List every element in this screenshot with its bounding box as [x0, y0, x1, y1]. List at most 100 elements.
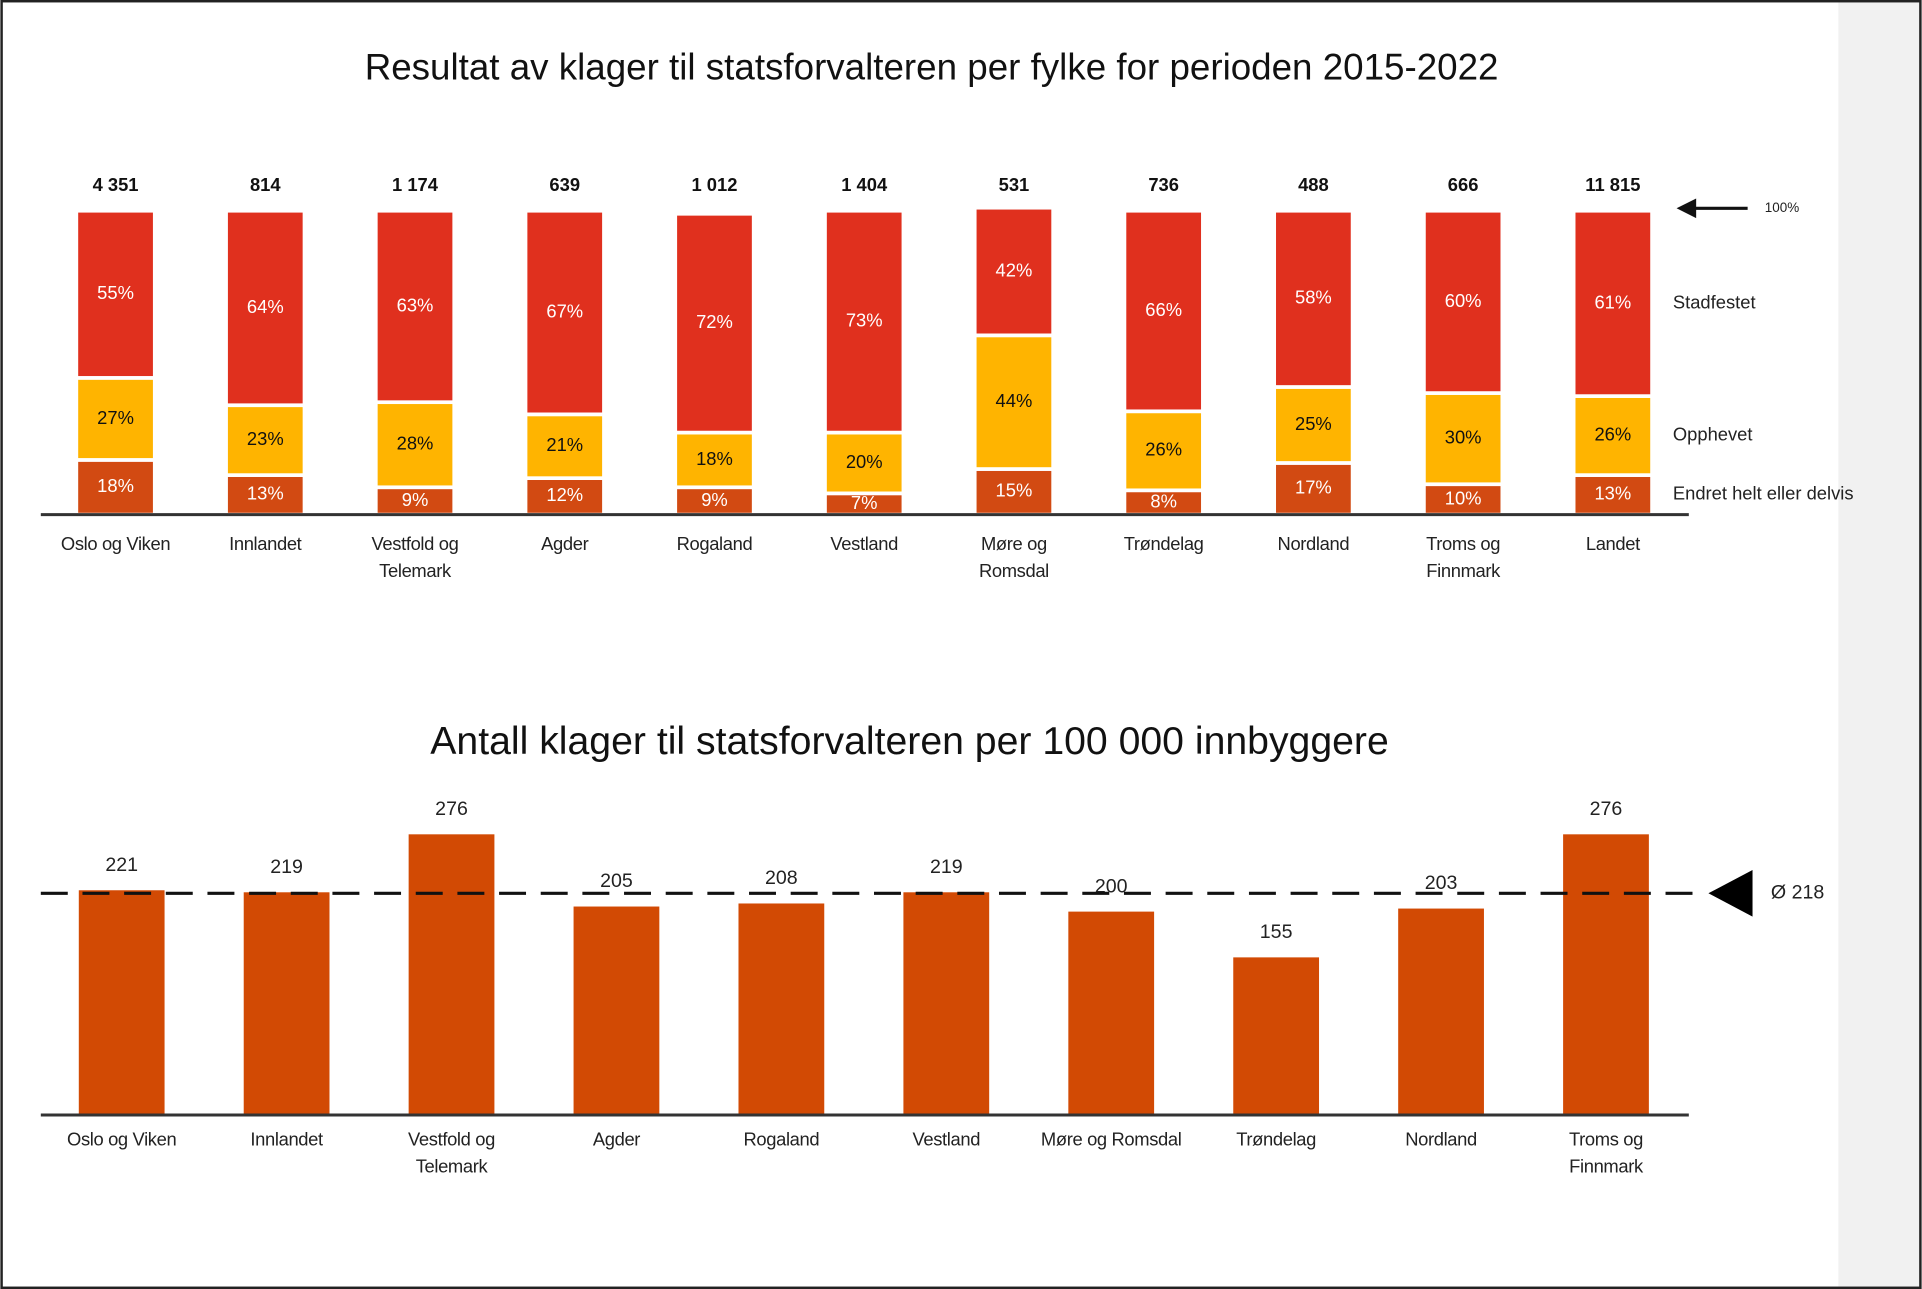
- data-label: 15%: [996, 480, 1033, 501]
- data-label: 63%: [397, 294, 434, 315]
- side-strip: [1838, 0, 1922, 1289]
- data-label: 66%: [1145, 299, 1182, 320]
- data-label: 276: [1590, 798, 1623, 820]
- data-label: 73%: [846, 310, 883, 331]
- data-label: 61%: [1594, 291, 1631, 312]
- x-label-box: Vestland: [830, 534, 898, 556]
- x-label-box: Innlandet: [229, 534, 302, 556]
- x-tick-label: Nordland: [1277, 534, 1350, 556]
- data-label: 155: [1260, 921, 1293, 943]
- x-tick-label: Møre og Romsdal: [978, 534, 1049, 583]
- data-label: 27%: [97, 407, 134, 428]
- data-label: 205: [600, 870, 633, 892]
- bar: [1563, 834, 1649, 1116]
- x-label-box: Rogaland: [676, 534, 753, 556]
- data-label: 18%: [97, 475, 134, 496]
- data-label: 30%: [1445, 427, 1482, 448]
- data-label: 20%: [846, 451, 883, 472]
- x-tick-label: Trøndelag: [1123, 534, 1204, 556]
- x-label-box: Troms og Finnmark: [1426, 534, 1500, 582]
- total-label: 666: [1448, 174, 1479, 195]
- bar: [78, 890, 165, 1116]
- x-label-box: Trøndelag: [1236, 1129, 1317, 1151]
- bar-segment: [373, 485, 457, 517]
- data-label: 8%: [1150, 490, 1177, 511]
- bar-segment: [224, 403, 307, 477]
- bar-segment: [523, 412, 606, 480]
- bar: [1068, 911, 1155, 1116]
- x-tick-label: Rogaland: [743, 1129, 820, 1151]
- data-label: 21%: [546, 434, 583, 455]
- chart-title: Resultat av klager til statsforvalteren …: [365, 47, 1499, 88]
- bar: [1233, 957, 1320, 1116]
- data-label: 23%: [247, 428, 284, 449]
- x-tick-label: Landet: [1585, 534, 1640, 556]
- bar-segment: [972, 205, 1055, 338]
- bar: [903, 892, 990, 1116]
- data-label: 9%: [402, 489, 429, 510]
- x-tick-label: Nordland: [1405, 1129, 1477, 1151]
- x-tick-label: Trøndelag: [1236, 1129, 1317, 1151]
- data-label: 7%: [851, 492, 878, 513]
- bar: [738, 903, 825, 1116]
- x-label-box: Landet: [1585, 534, 1640, 556]
- x-tick-label: Oslo og Viken: [60, 534, 171, 556]
- total-label: 4 351: [93, 174, 139, 195]
- x-label-box: Vestfold og Telemark: [371, 534, 459, 583]
- bar-segment: [523, 208, 606, 417]
- x-tick-label: Oslo og Viken: [67, 1129, 177, 1151]
- bar: [243, 892, 330, 1116]
- data-label: 18%: [696, 448, 733, 469]
- data-label: 12%: [546, 484, 583, 505]
- x-tick-label: Innlandet: [250, 1129, 323, 1151]
- x-label-box: Vestfold og Telemark: [408, 1130, 495, 1178]
- data-label: 219: [930, 856, 963, 878]
- data-label: 9%: [701, 489, 728, 510]
- x-label-box: Oslo og Viken: [60, 534, 171, 556]
- bar: [573, 906, 660, 1116]
- x-label-box: Møre og Romsdal: [1040, 1129, 1182, 1151]
- data-label: 44%: [996, 390, 1033, 411]
- data-label: 221: [105, 854, 138, 876]
- x-label-box: Agder: [541, 534, 589, 556]
- x-tick-label: Innlandet: [229, 534, 302, 556]
- data-label: 28%: [397, 433, 434, 454]
- total-label: 736: [1148, 174, 1179, 195]
- data-label: 58%: [1295, 287, 1332, 308]
- x-label-box: Trøndelag: [1123, 534, 1204, 556]
- x-tick-label: Møre og Romsdal: [1040, 1129, 1182, 1151]
- x-tick-label: Troms og Finnmark: [1568, 1129, 1643, 1178]
- x-tick-label: Vestland: [830, 534, 898, 556]
- data-label: 276: [435, 798, 468, 820]
- bar-segment: [1122, 488, 1205, 517]
- bar-segment: [823, 208, 906, 435]
- x-label-box: Nordland: [1405, 1129, 1477, 1151]
- data-label: 26%: [1145, 439, 1182, 460]
- data-label: 55%: [97, 282, 134, 303]
- x-label-box: Oslo og Viken: [67, 1129, 177, 1151]
- x-tick-label: Vestfold og Telemark: [371, 534, 459, 583]
- legend-label: Endret helt eller delvis: [1673, 483, 1854, 504]
- x-tick-label: Rogaland: [676, 534, 753, 556]
- data-label: 17%: [1295, 477, 1332, 498]
- x-tick-label: Agder: [541, 534, 589, 556]
- legend-label: Opphevet: [1673, 423, 1753, 444]
- bar: [408, 834, 495, 1116]
- bar-segment: [1122, 208, 1205, 414]
- bar-segment: [373, 208, 457, 405]
- x-tick-label: Agder: [592, 1129, 641, 1151]
- total-label: 488: [1298, 174, 1329, 195]
- bar-segment: [373, 400, 457, 490]
- data-label: 42%: [996, 259, 1033, 280]
- total-label: 1 174: [392, 174, 439, 195]
- data-label: 25%: [1295, 413, 1332, 434]
- bar-segment: [1571, 208, 1654, 398]
- x-label-box: Innlandet: [250, 1129, 323, 1151]
- arrow-head: [1676, 198, 1697, 219]
- total-label: 814: [250, 174, 281, 195]
- bar-segment: [1571, 394, 1654, 477]
- bar-segment: [972, 333, 1055, 471]
- bar-segment: [1272, 385, 1355, 465]
